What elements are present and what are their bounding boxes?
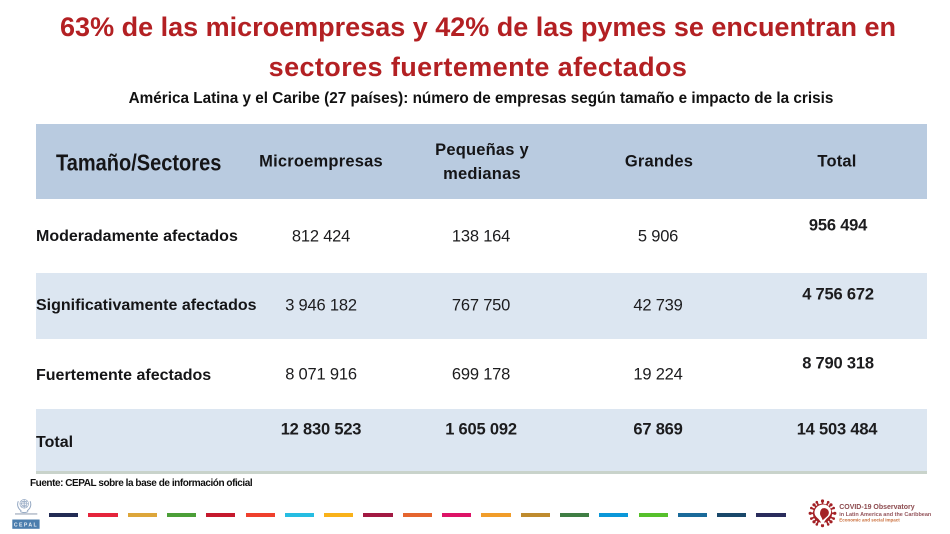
svg-text:CEPAL: CEPAL bbox=[14, 523, 38, 529]
svg-text:Economic and social impact: Economic and social impact bbox=[839, 518, 900, 523]
svg-text:in Latin America and the Carib: in Latin America and the Caribbean bbox=[839, 512, 932, 518]
svg-text:COVID-19 Observatory: COVID-19 Observatory bbox=[839, 504, 915, 511]
